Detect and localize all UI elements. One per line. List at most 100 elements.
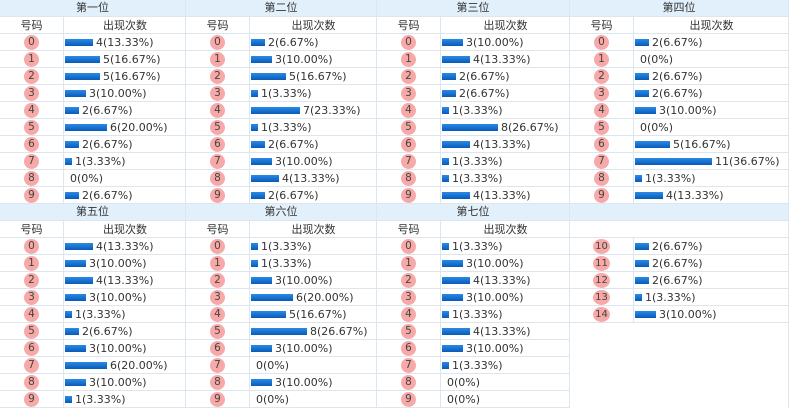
frequency-bar: [65, 293, 86, 301]
frequency-bar: [635, 191, 663, 199]
table-row: 0 2(6.67%): [186, 34, 376, 51]
count-cell: 2(6.67%): [441, 68, 569, 84]
count-cell: 2(6.67%): [634, 238, 788, 254]
count-cell: 3(10.00%): [64, 85, 185, 101]
number-cell: 13: [570, 289, 634, 305]
table-row: 5 4(13.33%): [377, 323, 569, 340]
frequency-bar: [635, 157, 712, 165]
count-value: 3(10.00%): [89, 256, 147, 270]
count-value: 7(23.33%): [303, 103, 361, 117]
table-row: 8 3(10.00%): [0, 374, 185, 391]
panel-title: 第四位: [570, 0, 788, 17]
table-row: 6 3(10.00%): [186, 340, 376, 357]
frequency-bar: [251, 123, 258, 131]
count-value: 1(3.33%): [452, 154, 503, 168]
table-row: 0 4(13.33%): [0, 34, 185, 51]
column-header-row: 号码 出现次数: [0, 17, 185, 34]
table-row: 5 8(26.67%): [186, 323, 376, 340]
number-cell: 12: [570, 272, 634, 288]
number-ball: 7: [210, 153, 225, 169]
number-ball: 5: [401, 119, 416, 135]
table-row: 1 0(0%): [570, 51, 788, 68]
count-value: 4(13.33%): [473, 188, 531, 202]
count-cell: 2(6.67%): [64, 136, 185, 152]
number-cell: 7: [186, 357, 250, 373]
number-cell: 9: [186, 391, 250, 407]
frequency-bar: [65, 242, 93, 250]
panel-row: 第五位 号码 出现次数 0 4(13.33%) 1 3(10.00%) 2 4(13.33%) 3…: [0, 204, 789, 408]
table-row: 6 5(16.67%): [570, 136, 788, 153]
count-value: 1(3.33%): [261, 120, 312, 134]
table-row: 9 2(6.67%): [186, 187, 376, 204]
number-ball: 9: [401, 391, 416, 407]
table-row: 10 2(6.67%): [570, 238, 788, 255]
table-row: 13 1(3.33%): [570, 289, 788, 306]
table-row: 0 4(13.33%): [0, 238, 185, 255]
frequency-bar: [442, 361, 449, 369]
number-ball: 14: [593, 306, 610, 322]
number-ball: 0: [401, 34, 416, 50]
table-row: 5 8(26.67%): [377, 119, 569, 136]
count-cell: 2(6.67%): [250, 187, 376, 203]
number-ball: 6: [594, 136, 609, 152]
count-value: 3(10.00%): [466, 341, 524, 355]
frequency-bar: [251, 174, 279, 182]
number-cell: 1: [186, 51, 250, 67]
number-ball: 2: [24, 272, 39, 288]
number-cell: 8: [570, 170, 634, 186]
table-row: 6 2(6.67%): [0, 136, 185, 153]
number-cell: 14: [570, 306, 634, 322]
frequency-bar: [635, 276, 649, 284]
count-cell: 3(10.00%): [64, 374, 185, 390]
number-cell: 2: [186, 272, 250, 288]
number-ball: 0: [210, 238, 225, 254]
count-cell: 4(13.33%): [441, 136, 569, 152]
frequency-bar: [442, 259, 463, 267]
number-cell: 2: [377, 272, 441, 288]
column-header-row: 号码 出现次数: [570, 17, 788, 34]
number-ball: 7: [24, 153, 39, 169]
number-ball: 7: [401, 357, 416, 373]
frequency-bar: [65, 38, 93, 46]
number-ball: 8: [401, 374, 416, 390]
blank-header-row: [570, 221, 788, 238]
count-cell: 1(3.33%): [441, 170, 569, 186]
frequency-bar: [251, 89, 258, 97]
count-cell: 3(10.00%): [64, 340, 185, 356]
count-header: 出现次数: [291, 223, 336, 236]
frequency-bar: [65, 327, 79, 335]
table-row: 2 5(16.67%): [186, 68, 376, 85]
panel-title: 第六位: [186, 204, 376, 221]
count-cell: 3(10.00%): [441, 255, 569, 271]
frequency-bar: [65, 276, 93, 284]
number-header: 号码: [186, 17, 250, 33]
count-value: 11(36.67%): [715, 154, 780, 168]
count-cell: 5(16.67%): [64, 68, 185, 84]
count-cell: 1(3.33%): [441, 357, 569, 373]
table-row: 5 2(6.67%): [0, 323, 185, 340]
count-value: 0(0%): [256, 358, 290, 372]
count-value: 3(10.00%): [466, 256, 524, 270]
number-ball: 1: [401, 51, 416, 67]
frequency-bar: [251, 72, 286, 80]
number-ball: 5: [24, 323, 39, 339]
count-header: 出现次数: [483, 19, 528, 32]
frequency-bar: [442, 123, 498, 131]
number-cell: 7: [570, 153, 634, 169]
table-row: 0 3(10.00%): [377, 34, 569, 51]
table-row: 12 2(6.67%): [570, 272, 788, 289]
number-ball: 1: [401, 255, 416, 271]
number-ball: 4: [210, 102, 225, 118]
count-value: 1(3.33%): [75, 307, 126, 321]
frequency-bar: [635, 89, 649, 97]
frequency-bar: [251, 276, 272, 284]
frequency-bar: [251, 157, 272, 165]
frequency-bar: [442, 276, 470, 284]
count-cell: 0(0%): [64, 170, 185, 186]
table-row: 8 1(3.33%): [570, 170, 788, 187]
count-value: 5(16.67%): [103, 52, 161, 66]
count-header: 出现次数: [689, 19, 734, 32]
frequency-bar: [65, 106, 79, 114]
count-cell: 2(6.67%): [441, 85, 569, 101]
count-value: 3(10.00%): [89, 290, 147, 304]
